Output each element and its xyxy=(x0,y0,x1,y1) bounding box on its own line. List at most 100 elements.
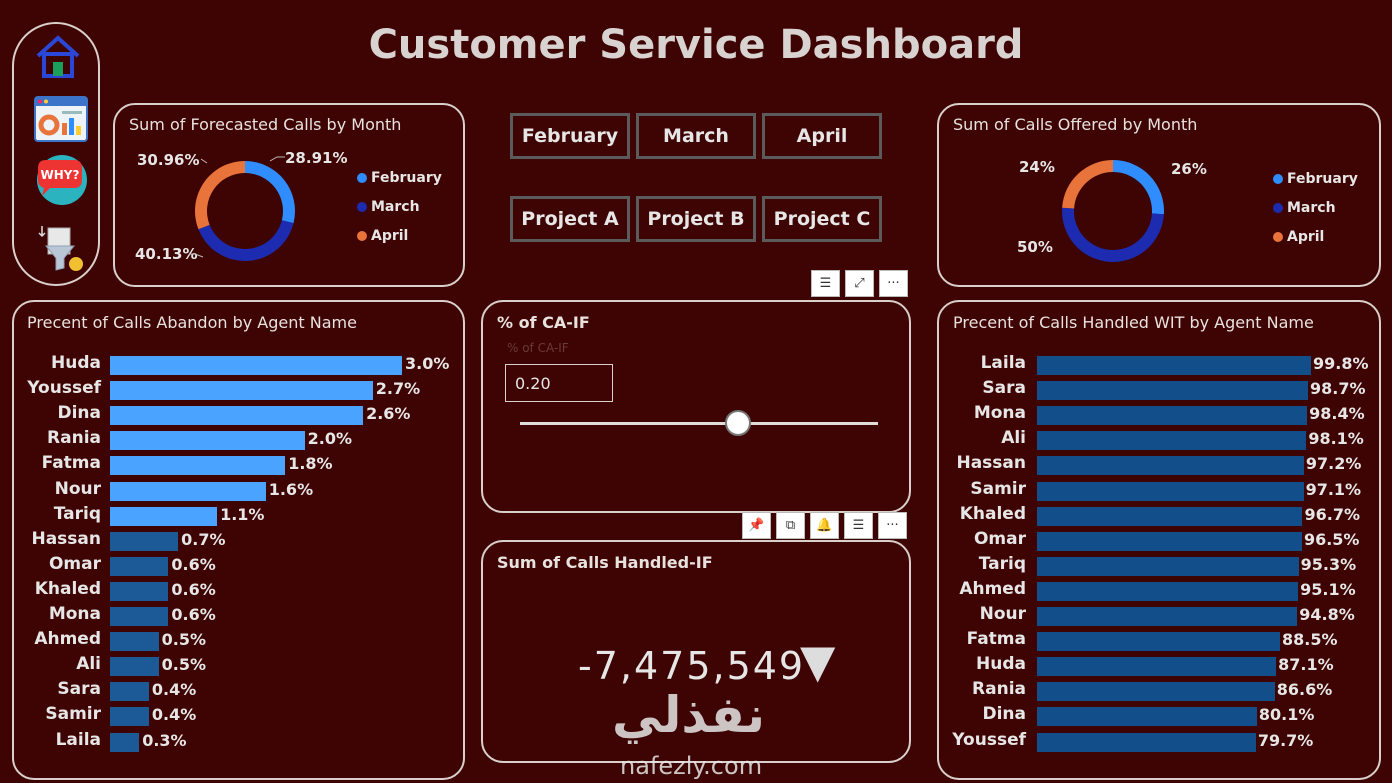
bar-value-label: 99.8% xyxy=(1313,354,1369,373)
ca-if-value-input[interactable]: 0.20 xyxy=(505,364,613,402)
filter-icon[interactable] xyxy=(34,224,83,272)
bar-rania[interactable] xyxy=(110,431,305,451)
bar-value-label: 96.5% xyxy=(1303,529,1360,549)
agent-name-label: Samir xyxy=(45,704,101,725)
agent-name-label: Nour xyxy=(54,478,101,499)
slicer-project-b[interactable]: Project B xyxy=(636,196,756,242)
agent-name-label: Nour xyxy=(979,604,1026,624)
agent-name-label: Mona xyxy=(973,403,1026,424)
abandon-bar-chart: Huda 3.0% Youssef 2.7% Dina 2.6% Rania 2.0% Fatm… xyxy=(12,353,465,754)
agent-name-label: Ahmed xyxy=(34,629,101,650)
donut-slice-april[interactable] xyxy=(1062,160,1113,209)
bar-hassan[interactable] xyxy=(110,531,179,551)
kpi-value: -7,475,549 xyxy=(578,644,806,688)
slicer-project-c[interactable]: Project C xyxy=(762,196,882,242)
slicer-project-a[interactable]: Project A xyxy=(510,196,630,242)
ca-if-slider-track[interactable] xyxy=(520,422,878,425)
february-pct-label: 26% xyxy=(1171,160,1207,178)
offered-donut-chart[interactable] xyxy=(1053,151,1173,271)
bar-laila[interactable] xyxy=(1037,356,1311,375)
bar-value-label: 0.4% xyxy=(151,705,197,725)
bar-ahmed[interactable] xyxy=(1037,581,1299,601)
bar-value-label: 1.8% xyxy=(288,454,333,474)
bar-value-label: 3.0% xyxy=(405,354,450,373)
watermark-latin: nafezly.com xyxy=(620,752,763,780)
agent-name-label: Dina xyxy=(982,704,1026,725)
bar-huda[interactable] xyxy=(1037,657,1277,677)
more-options-icon[interactable]: ··· xyxy=(878,512,907,539)
bar-rania[interactable] xyxy=(1037,682,1275,702)
bar-youssef[interactable] xyxy=(110,381,373,401)
donut-slice-march[interactable] xyxy=(198,220,294,261)
pin-icon[interactable]: 📌 xyxy=(742,512,771,539)
agent-name-label: Hassan xyxy=(956,453,1026,474)
bar-ahmed[interactable] xyxy=(110,632,159,652)
agent-name-label: Sara xyxy=(57,679,101,700)
bar-sara[interactable] xyxy=(110,682,149,702)
legend-april[interactable]: April xyxy=(1273,229,1324,245)
bar-dina[interactable] xyxy=(1037,707,1257,727)
bell-icon[interactable]: 🔔 xyxy=(810,512,839,539)
bar-tariq[interactable] xyxy=(110,506,218,526)
bar-dina[interactable] xyxy=(110,406,364,426)
bar-ali[interactable] xyxy=(110,657,159,677)
forecast-donut-panel: Sum of Forecasted Calls by Month 28.91% … xyxy=(113,103,465,287)
legend-march[interactable]: March xyxy=(357,199,420,215)
donut-slice-april[interactable] xyxy=(195,161,245,230)
ca-if-slider-thumb[interactable] xyxy=(725,410,751,436)
bar-value-label: 1.6% xyxy=(268,479,314,499)
bar-samir[interactable] xyxy=(1037,481,1304,501)
bar-value-label: 98.7% xyxy=(1309,379,1366,399)
home-icon[interactable] xyxy=(34,32,82,80)
focus-mode-icon[interactable]: ⤢ xyxy=(845,270,874,297)
copy-icon[interactable]: ⧉ xyxy=(776,512,805,539)
donut-slice-march[interactable] xyxy=(1062,207,1164,262)
bar-laila[interactable] xyxy=(110,732,140,752)
dashboard-icon[interactable] xyxy=(34,96,88,144)
bar-mona[interactable] xyxy=(1037,406,1308,426)
donut-slice-february[interactable] xyxy=(1113,160,1164,215)
bar-nour[interactable] xyxy=(1037,607,1298,626)
bar-value-label: 0.6% xyxy=(171,579,216,599)
bar-omar[interactable] xyxy=(110,556,169,576)
bar-value-label: 86.6% xyxy=(1276,680,1333,700)
bar-fatma[interactable] xyxy=(1037,632,1280,652)
bar-fatma[interactable] xyxy=(110,456,286,476)
bar-mona[interactable] xyxy=(110,607,169,626)
bar-sara[interactable] xyxy=(1037,381,1308,401)
donut-slice-february[interactable] xyxy=(245,161,295,224)
bar-nour[interactable] xyxy=(110,481,266,501)
legend-february[interactable]: February xyxy=(1273,171,1358,187)
slicer-february[interactable]: February xyxy=(510,113,630,159)
bar-value-label: 0.4% xyxy=(151,680,197,700)
why-icon[interactable]: WHY? xyxy=(34,154,87,205)
panel-title: Sum of Forecasted Calls by Month xyxy=(129,115,402,134)
legend-february[interactable]: February xyxy=(357,170,442,186)
more-options-icon[interactable]: ··· xyxy=(879,270,908,297)
bar-value-label: 98.4% xyxy=(1309,404,1365,424)
legend-march[interactable]: March xyxy=(1273,200,1336,216)
bar-samir[interactable] xyxy=(110,707,149,727)
bar-huda[interactable] xyxy=(110,356,402,375)
bar-hassan[interactable] xyxy=(1037,456,1304,476)
slicer-april[interactable]: April xyxy=(762,113,882,159)
slicer-march[interactable]: March xyxy=(636,113,756,159)
forecast-donut-chart[interactable] xyxy=(185,151,305,271)
filter-icon[interactable]: ☰ xyxy=(844,512,873,539)
bar-khaled[interactable] xyxy=(1037,506,1303,526)
bar-khaled[interactable] xyxy=(110,581,169,601)
agent-name-label: Ali xyxy=(1001,428,1026,449)
watermark-arabic: نفذلي xyxy=(612,686,766,744)
page-title: Customer Service Dashboard xyxy=(368,22,1024,68)
handled-chart-panel: Precent of Calls Handled WIT by Agent Na… xyxy=(937,300,1381,780)
bar-ali[interactable] xyxy=(1037,431,1307,451)
agent-name-label: Rania xyxy=(47,428,101,449)
bar-youssef[interactable] xyxy=(1037,732,1256,752)
bar-tariq[interactable] xyxy=(1037,556,1299,576)
bar-omar[interactable] xyxy=(1037,531,1302,551)
agent-name-label: Ali xyxy=(76,654,101,675)
april-pct-label: 24% xyxy=(1019,158,1055,176)
filter-icon[interactable]: ☰ xyxy=(811,270,840,297)
agent-name-label: Tariq xyxy=(978,553,1026,574)
legend-april[interactable]: April xyxy=(357,228,408,244)
